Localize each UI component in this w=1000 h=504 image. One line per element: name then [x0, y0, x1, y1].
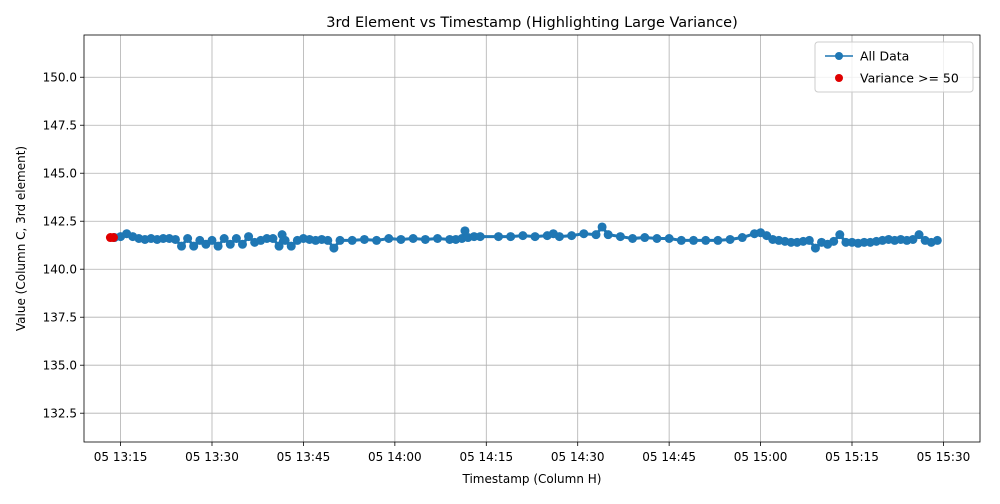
x-tick-label: 05 13:15: [94, 450, 148, 464]
data-point-all-data: [506, 232, 516, 242]
data-point-all-data: [420, 234, 430, 244]
x-tick-label: 05 15:30: [917, 450, 971, 464]
plot-frame: [83, 34, 981, 443]
data-point-all-data: [518, 231, 528, 241]
x-tick-label: 05 14:15: [459, 450, 513, 464]
y-tick-label: 137.5: [43, 311, 77, 325]
data-point-all-data: [652, 234, 662, 243]
y-tick-label: 142.5: [43, 215, 77, 229]
data-point-all-data: [329, 243, 339, 253]
data-point-all-data: [914, 230, 924, 240]
data-point-all-data: [597, 222, 607, 232]
data-point-all-data: [493, 232, 503, 242]
data-point-all-data: [207, 235, 217, 245]
data-point-all-data: [725, 234, 735, 244]
data-point-all-data: [244, 232, 254, 242]
data-point-all-data: [591, 230, 601, 240]
data-point-all-data: [737, 233, 747, 243]
data-point-all-data: [689, 235, 699, 245]
grid-layer: [84, 35, 980, 442]
x-tick-label: 05 14:45: [642, 450, 696, 464]
legend-label-variance: Variance >= 50: [860, 71, 959, 86]
x-axis-label: Timestamp (Column H): [462, 472, 602, 486]
data-point-all-data: [219, 234, 229, 243]
x-tick-label: 05 13:30: [185, 450, 239, 464]
data-point-all-data: [237, 239, 247, 249]
y-tick-label: 147.5: [43, 119, 77, 133]
data-point-all-data: [384, 234, 394, 243]
data-point-all-data: [829, 236, 839, 246]
y-tick-label: 132.5: [43, 407, 77, 421]
data-point-all-data: [640, 233, 650, 243]
data-point-all-data: [274, 241, 284, 251]
data-point-all-data: [335, 235, 345, 245]
data-point-all-data: [347, 235, 357, 245]
data-point-all-data: [530, 232, 540, 242]
data-point-all-data: [713, 235, 723, 245]
data-point-all-data: [359, 234, 369, 244]
data-point-all-data: [554, 232, 564, 242]
data-point-all-data: [372, 235, 382, 245]
x-tick-label: 05 15:15: [825, 450, 879, 464]
data-point-all-data: [177, 241, 187, 251]
y-tick-label: 140.0: [43, 263, 77, 277]
data-point-all-data: [615, 232, 625, 242]
data-point-all-data: [628, 234, 638, 243]
data-point-all-data: [475, 232, 485, 242]
data-point-all-data: [804, 235, 814, 245]
data-point-all-data: [603, 230, 613, 240]
data-point-all-data: [323, 235, 333, 245]
tick-layer: 05 13:15 05 13:30 05 13:45 05 14:00 05 14:15…: [43, 71, 971, 464]
legend: All Data Variance >= 50: [814, 41, 974, 93]
data-point-all-data: [932, 235, 942, 245]
data-point-all-data: [170, 234, 180, 244]
legend-box: [814, 41, 974, 93]
data-point-all-data: [396, 234, 406, 244]
data-point-all-data: [676, 235, 686, 245]
data-point-all-data: [664, 234, 674, 243]
data-point-all-data: [433, 234, 443, 243]
data-point-all-data: [183, 234, 193, 243]
data-point-all-data: [460, 226, 470, 236]
data-point-all-data: [701, 235, 711, 245]
x-tick-label: 05 15:00: [734, 450, 788, 464]
data-point-all-data: [280, 235, 290, 245]
data-point-all-data: [567, 231, 577, 241]
legend-marker-variance: [835, 74, 843, 82]
x-tick-label: 05 13:45: [277, 450, 331, 464]
data-point-all-data: [579, 229, 589, 239]
legend-marker-all-data: [835, 52, 843, 60]
x-tick-label: 05 14:00: [368, 450, 422, 464]
chart-title: 3rd Element vs Timestamp (Highlighting L…: [326, 15, 738, 31]
x-tick-label: 05 14:30: [551, 450, 605, 464]
data-point-all-data: [810, 243, 820, 253]
data-point-all-data: [225, 239, 235, 249]
data-point-all-data: [408, 234, 418, 243]
data-point-all-data: [908, 234, 918, 244]
data-point-all-data: [835, 230, 845, 240]
y-axis-label: Value (Column C, 3rd element): [14, 146, 28, 331]
data-point-all-data: [213, 241, 223, 251]
data-point-all-data: [268, 234, 278, 243]
data-point-all-data: [231, 234, 241, 243]
data-point-all-data: [189, 241, 199, 251]
data-point-variance: [108, 233, 118, 243]
data-point-all-data: [286, 241, 296, 251]
y-tick-label: 150.0: [43, 71, 77, 85]
legend-label-all-data: All Data: [860, 49, 909, 64]
y-tick-label: 135.0: [43, 359, 77, 373]
y-tick-label: 145.0: [43, 167, 77, 181]
plot-data-layer: [105, 222, 942, 253]
